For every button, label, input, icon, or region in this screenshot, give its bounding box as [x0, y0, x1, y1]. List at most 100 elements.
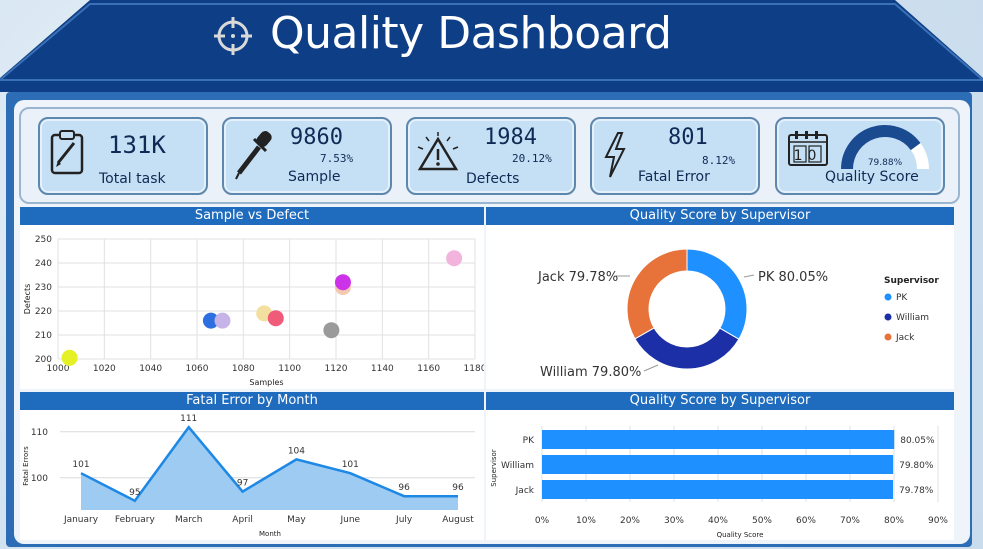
kpi-value: 9860	[290, 125, 343, 150]
x-tick-label: 20%	[620, 516, 640, 526]
y-tick-label: 110	[31, 428, 48, 438]
x-tick-label: 1040	[139, 364, 162, 374]
legend-label: William	[896, 313, 929, 323]
scatter-point	[323, 322, 340, 339]
y-tick-label: 200	[35, 355, 52, 365]
bar	[542, 430, 895, 449]
line-title: Fatal Error by Month	[20, 392, 484, 410]
x-tick-label: 50%	[752, 516, 772, 526]
legend-swatch	[884, 333, 892, 341]
donut-title: Quality Score by Supervisor	[486, 207, 954, 225]
x-tick-label: 40%	[708, 516, 728, 526]
x-tick-label: 80%	[884, 516, 904, 526]
bar-chart: 0% 10% 20% 30% 40% 50% 60% 70% 80% 90% PK 80.05% Wil…	[490, 426, 948, 539]
category-label: PK	[523, 436, 535, 446]
data-label: 104	[288, 446, 305, 456]
scatter-chart: 1000 1020 1040 1060 1080 1100 1120 1140 1160 1180…	[23, 235, 484, 387]
legend-swatch	[884, 293, 892, 301]
series-line	[80, 425, 458, 503]
data-label: 96	[398, 483, 410, 493]
data-label: 96	[452, 483, 464, 493]
scatter-point	[214, 312, 231, 329]
data-label: 101	[72, 460, 89, 470]
scatter-point	[334, 274, 351, 291]
kpi-label: Defects	[466, 171, 520, 187]
kpi-value: 1984	[484, 125, 537, 150]
y-tick-label: 230	[35, 283, 52, 293]
x-tick-label: 1060	[186, 364, 209, 374]
category-label: William	[501, 461, 534, 471]
area-fill	[81, 427, 458, 510]
clipboard-icon	[50, 130, 84, 175]
area-chart: 100 110 101 January 95 February 111 March 97 Apri…	[22, 414, 475, 538]
kpi-percent: 20.12%	[512, 152, 552, 165]
x-tick-label: 60%	[796, 516, 816, 526]
bar	[542, 480, 894, 499]
y-tick-label: 100	[31, 474, 48, 484]
x-tick-label: February	[115, 515, 156, 525]
x-tick-label: May	[287, 515, 306, 525]
x-tick-label: August	[442, 515, 474, 525]
x-tick-label: 1080	[232, 364, 255, 374]
data-label: 101	[342, 460, 359, 470]
donut-slice	[634, 327, 740, 370]
x-axis-label: Quality Score	[717, 531, 764, 539]
data-label: 95	[129, 488, 140, 498]
kpi-value: 801	[668, 125, 708, 150]
kpi-percent: 8.12%	[702, 154, 736, 167]
legend-title: Supervisor	[884, 276, 939, 286]
x-tick-label: 1140	[371, 364, 394, 374]
data-label: 97	[237, 479, 248, 489]
warning-icon	[417, 132, 459, 171]
data-label: 80.05%	[900, 436, 935, 446]
header-banner	[0, 0, 983, 92]
x-tick-label: 1120	[325, 364, 348, 374]
legend-swatch	[884, 313, 892, 321]
donut-chart: PK 80.05% William 79.80% Jack 79.78% Superv…	[537, 248, 939, 380]
x-axis-label: Month	[259, 530, 281, 538]
y-tick-label: 240	[35, 259, 52, 269]
x-tick-label: April	[232, 515, 253, 525]
data-label: 79.80%	[899, 461, 934, 471]
data-label-pk: PK 80.05%	[758, 270, 828, 285]
line-panel	[20, 392, 484, 540]
legend-label: Jack	[895, 333, 915, 343]
x-axis-label: Samples	[249, 378, 283, 387]
x-tick-label: January	[63, 515, 99, 525]
kpi-label: Quality Score	[825, 169, 919, 185]
x-tick-label: 1160	[417, 364, 440, 374]
x-tick-label: July	[395, 515, 413, 525]
calendar-icon: 10	[788, 131, 828, 166]
gauge-fill	[841, 125, 921, 170]
y-tick-label: 250	[35, 235, 52, 245]
dropper-icon	[235, 131, 272, 180]
target-icon	[214, 17, 252, 55]
kpi-label: Sample	[288, 169, 341, 185]
gauge-label: 79.88%	[868, 158, 903, 168]
data-label: 111	[180, 414, 197, 424]
kpi-card-defects: 1984 20.12% Defects	[406, 117, 576, 195]
kpi-card-sample: 9860 7.53% Sample	[222, 117, 392, 195]
kpi-label: Total task	[99, 171, 166, 187]
x-tick-label: 1180	[464, 364, 484, 374]
x-tick-label: March	[175, 515, 202, 525]
page-title: Quality Dashboard	[270, 8, 672, 59]
y-tick-label: 220	[35, 307, 52, 317]
y-axis-label: Defects	[23, 284, 32, 315]
leader-line	[743, 274, 755, 278]
x-tick-label: June	[339, 515, 360, 525]
x-tick-label: 30%	[664, 516, 684, 526]
lightning-icon	[604, 132, 626, 178]
donut-slice	[686, 248, 748, 340]
x-tick-label: 70%	[840, 516, 860, 526]
data-label-jack: Jack 79.78%	[537, 270, 618, 285]
data-label-william: William 79.80%	[540, 365, 641, 380]
y-tick-label: 210	[35, 331, 52, 341]
quality-gauge: 79.88%	[841, 125, 929, 170]
x-tick-label: 90%	[928, 516, 948, 526]
category-label: Jack	[515, 486, 535, 496]
kpi-card-fatal-error: 801 8.12% Fatal Error	[590, 117, 760, 195]
leader-line	[643, 364, 659, 372]
legend-label: PK	[896, 293, 908, 303]
x-tick-label: 10%	[576, 516, 596, 526]
